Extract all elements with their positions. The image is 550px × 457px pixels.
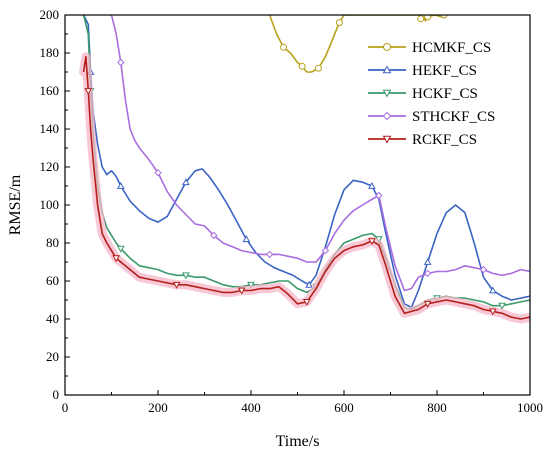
legend-item-hckf-cs: HCKF_CS [368,86,478,102]
series-point-rckf-cs [302,299,311,306]
legend-label: STHCKF_CS [412,109,495,125]
y-tick-label: 100 [40,197,60,212]
series-point-sthckf-cs [154,168,162,177]
legend-item-sthckf-cs: STHCKF_CS [368,109,495,125]
legend-label: RCKF_CS [412,132,477,148]
series-point-hcmkf-cs [424,15,432,21]
series-point-rckf-cs [172,281,181,289]
series-point-sthckf-cs [117,58,125,67]
series-rckf-cs [79,52,530,324]
y-tick-label: 200 [40,7,60,22]
y-tick-label: 120 [40,159,60,174]
series-hcmkf-cs [268,15,448,73]
series-point-hcmkf-cs [335,19,343,27]
y-tick-label: 180 [40,45,60,60]
x-tick-label: 600 [334,400,354,415]
series-point-hcmkf-cs [298,62,306,70]
legend-marker [382,111,392,121]
y-tick-label: 140 [40,121,60,136]
legend-item-hcmkf-cs: HCMKF_CS [368,40,491,56]
series-point-rckf-cs [368,238,376,246]
series-point-sthckf-cs [321,246,330,255]
legend-label: HCKF_CS [412,86,478,102]
series-point-rckf-cs [237,287,246,295]
legend: HCMKF_CS HEKF_CS HCKF_CS STHCKF_CS RCKF_CS [368,40,495,148]
series-layer [79,15,530,324]
legend-marker [382,65,392,74]
series-point-hekf-cs [368,181,376,189]
series-point-hcmkf-cs [314,64,322,72]
series-point-rckf-cs [423,300,432,308]
series-point-hckf-cs [247,281,255,289]
series-point-hckf-cs [182,272,190,280]
legend-item-rckf-cs: RCKF_CS [368,132,477,148]
series-point-rckf-cs [488,308,497,316]
x-tick-label: 200 [148,400,168,415]
series-point-hcmkf-cs [280,43,288,51]
y-axis-title: RMSE/m [7,174,24,235]
y-tick-label: 160 [40,83,60,98]
series-point-hekf-cs [423,257,432,265]
x-tick-label: 400 [241,400,261,415]
series-point-rckf-cs [84,88,93,96]
legend-marker [382,89,392,98]
y-tick-label: 80 [46,235,59,250]
series-point-sthckf-cs [479,265,488,274]
series-point-hcmkf-cs [440,15,448,19]
series-point-hekf-cs [305,280,313,288]
series-point-hekf-cs [242,235,251,243]
x-tick-label: 800 [427,400,447,415]
x-axis-title: Time/s [276,433,320,450]
series-point-hckf-cs [498,302,506,310]
series-point-hekf-cs [488,286,497,294]
axes-layer: 0 200 400 600 800 1000 0 20 40 60 80 100 120 140 160 18… [40,7,544,415]
series-point-hekf-cs [182,178,190,186]
series-point-sthckf-cs [423,269,432,278]
legend-label: HCMKF_CS [412,40,491,56]
series-sthckf-cs [110,15,530,292]
series-point-sthckf-cs [265,250,274,259]
series-point-sthckf-cs [375,191,383,200]
x-tick-label: 0 [62,400,69,415]
series-point-hekf-cs [116,181,125,189]
legend-item-hekf-cs: HEKF_CS [368,63,477,79]
legend-marker [382,135,392,144]
y-tick-label: 20 [46,349,59,364]
series-line-sthckf-cs [110,15,530,292]
y-tick-label: 0 [53,387,60,402]
y-tick-label: 40 [46,311,59,326]
y-tick-label: 60 [46,273,59,288]
x-tick-label: 1000 [517,400,543,415]
series-point-rckf-cs [112,255,120,263]
series-point-sthckf-cs [210,231,218,240]
series-point-hcmkf-cs [417,15,425,23]
legend-label: HEKF_CS [412,63,477,79]
legend-marker [383,43,391,51]
series-point-hckf-cs [116,245,125,253]
